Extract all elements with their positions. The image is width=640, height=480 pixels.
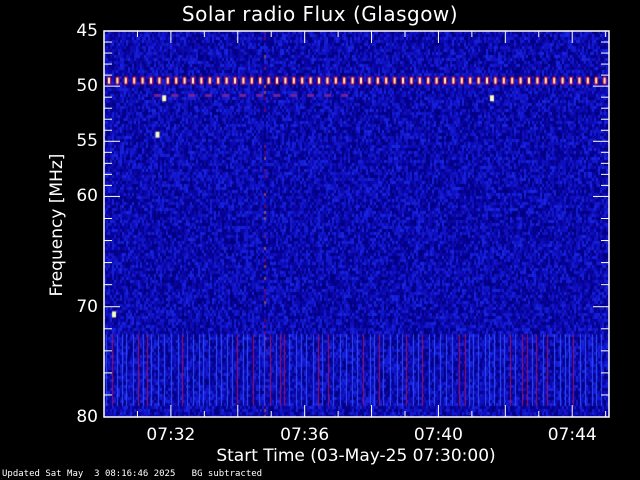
x-tick-label: 07:36 — [280, 425, 330, 445]
y-tick-label: 60 — [76, 186, 98, 207]
updated-timestamp: Updated Sat May 3 08:16:46 2025 — [2, 469, 176, 479]
plot-frame — [103, 30, 610, 418]
y-tick-label: 70 — [76, 296, 98, 317]
y-tick-label: 50 — [76, 76, 98, 97]
x-tick-label: 07:44 — [547, 425, 597, 445]
bg-subtracted-note: BG subtracted — [191, 469, 263, 479]
y-tick-label: 80 — [76, 407, 98, 427]
footer: Updated Sat May 3 08:16:46 2025 BG subtr… — [2, 469, 262, 479]
x-tick-label: 07:40 — [413, 425, 463, 445]
spectrogram-heatmap — [104, 31, 609, 417]
y-tick-label: 55 — [76, 131, 98, 152]
y-tick-label: 45 — [76, 21, 98, 41]
y-axis-title: Frequency [MHz] — [47, 153, 67, 297]
x-axis-title: Start Time (03-May-25 07:30:00) — [216, 446, 496, 466]
chart-title: Solar radio Flux (Glasgow) — [181, 2, 459, 26]
x-tick-label: 07:32 — [146, 425, 196, 445]
